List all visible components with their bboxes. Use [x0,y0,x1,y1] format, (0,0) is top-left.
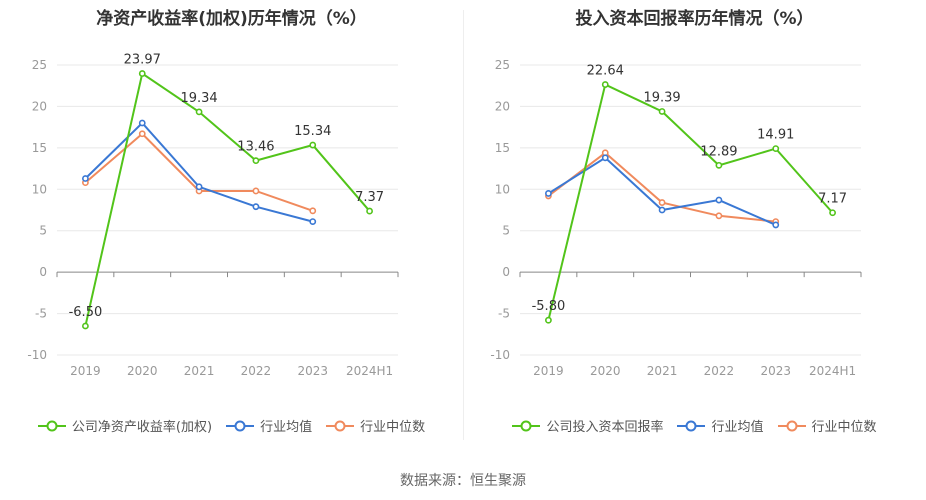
legend-label: 行业均值 [260,420,313,435]
data-point [601,81,609,88]
x-tick-label: 2023 [760,364,791,378]
data-point [195,183,203,191]
data-label: 14.91 [757,128,794,143]
data-label: 19.34 [180,91,217,106]
data-point [82,322,89,330]
legend-item[interactable]: 公司投入资本回报率 [512,416,663,435]
y-tick-label: 5 [502,224,510,238]
legend-label: 行业均值 [711,420,764,435]
y-tick-label: -10 [490,348,510,362]
y-tick-label: 20 [32,99,47,113]
data-source: 数据来源：恒生聚源 [400,473,526,489]
x-tick-label: 2019 [70,364,101,378]
data-point [252,187,260,195]
legend-item[interactable]: 行业中位数 [326,416,425,435]
chart-legend: 公司投入资本回报率 行业均值 行业中位数 [463,416,926,435]
data-point [545,190,552,197]
data-label: 19.39 [643,90,680,105]
data-point [772,145,780,153]
data-label: -6.50 [69,305,103,320]
data-point [138,130,146,138]
data-point [658,108,666,115]
panel-divider [463,10,464,440]
x-tick-label: 2022 [241,364,272,378]
chart-panel-roe: 净资产收益率(加权)历年情况（%） -10 -5 0 5 10 15 20 25 2019 202… [0,0,463,460]
data-point [715,212,723,220]
data-point [82,175,89,182]
data-label: 22.64 [587,64,624,79]
legend-item[interactable]: 行业中位数 [777,416,877,435]
series-line [84,71,371,327]
y-tick-label: -5 [35,307,47,321]
y-tick-label: 20 [495,99,510,113]
data-point [601,154,609,162]
y-tick-label: 25 [32,58,47,72]
y-tick-label: 10 [32,182,47,196]
legend-label: 公司投入资本回报率 [546,420,664,435]
legend-line-icon [326,420,355,431]
line-chart-roe: -10 -5 0 5 10 15 20 25 2019 2020 2021 2022 2023 2024H… [27,53,399,378]
chart-title: 投入资本回报率历年情况（%） [575,9,814,29]
y-tick-label: 0 [502,265,510,279]
legend-label: 行业中位数 [360,420,426,435]
x-tick-label: 2020 [590,364,621,378]
x-tick-label: 2022 [704,364,735,378]
data-point [309,141,317,149]
y-tick-label: 15 [495,141,510,155]
legend-item[interactable]: 行业均值 [677,416,764,435]
legend-line-icon [777,420,806,431]
data-label: 13.46 [237,140,274,155]
y-tick-label: 25 [495,58,510,72]
legend-line-icon [512,420,541,431]
x-tick-label: 2023 [297,364,328,378]
chart-panel-roic: 投入资本回报率历年情况（%） -10 -5 0 5 10 15 20 25 2019 2020 20… [463,0,926,460]
data-point [545,316,552,324]
data-point [252,157,260,165]
x-tick-label: 2021 [184,364,215,378]
x-tick-label: 2020 [127,364,158,378]
data-point [829,209,836,217]
series-line [547,156,777,226]
data-label: 7.37 [355,190,384,205]
legend-label: 公司净资产收益率(加权) [71,420,213,435]
chart-legend: 公司净资产收益率(加权) 行业均值 行业中位数 [0,416,463,435]
chart-title: 净资产收益率(加权)历年情况（%） [96,9,367,29]
x-tick-label: 2024H1 [346,364,393,378]
data-label: 23.97 [124,53,161,68]
data-label: 7.17 [818,192,847,207]
legend-line-icon [677,420,706,431]
data-point [658,199,666,206]
data-point [252,203,260,211]
data-point [658,206,666,214]
data-point [309,218,317,225]
line-chart-roic: -10 -5 0 5 10 15 20 25 2019 2020 2021 2022 2023 2024H… [490,58,862,378]
series-line [547,83,834,321]
data-point [309,207,317,215]
x-tick-label: 2021 [647,364,678,378]
data-point [138,70,146,77]
data-label: -5.80 [532,299,566,314]
data-point [715,161,723,169]
y-tick-label: 5 [39,224,47,238]
data-point [138,119,146,127]
data-point [772,221,780,229]
data-point [715,196,723,204]
y-tick-label: 0 [39,265,47,279]
data-point [366,207,373,215]
legend-line-icon [226,420,255,431]
legend-line-icon [37,420,66,431]
legend-label: 行业中位数 [811,420,877,435]
data-label: 15.34 [294,124,331,139]
y-tick-label: -10 [27,348,47,362]
y-tick-label: -5 [498,307,510,321]
x-tick-label: 2024H1 [809,364,856,378]
y-tick-label: 10 [495,182,510,196]
x-tick-label: 2019 [533,364,564,378]
legend-item[interactable]: 公司净资产收益率(加权) [37,416,213,435]
y-tick-label: 15 [32,141,47,155]
data-label: 12.89 [700,144,737,159]
data-point [195,108,203,116]
legend-item[interactable]: 行业均值 [226,416,312,435]
